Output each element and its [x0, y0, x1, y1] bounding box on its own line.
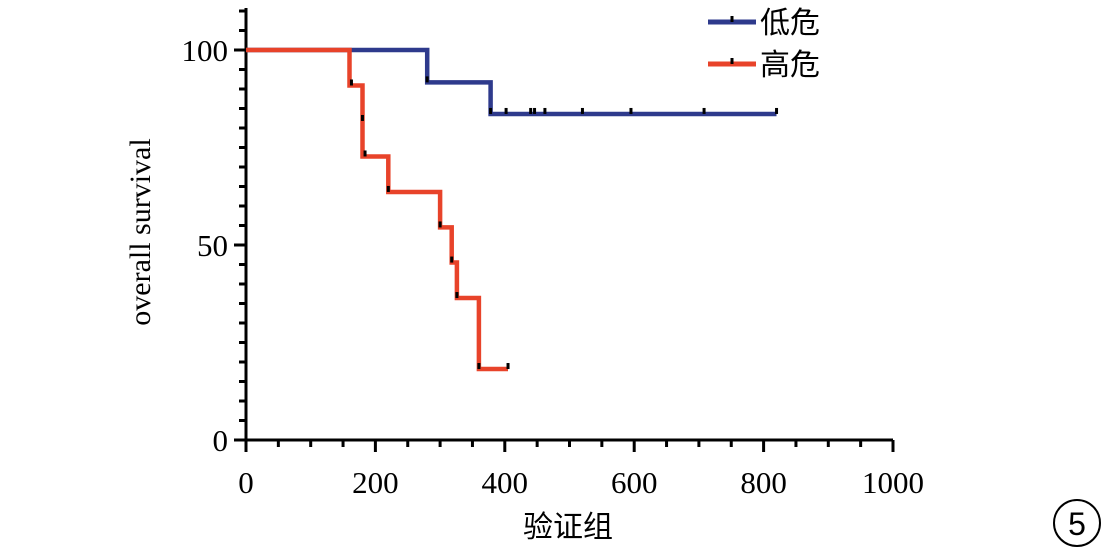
series-layer	[246, 47, 779, 372]
legend-entry: 低危	[708, 7, 820, 40]
x-tick-label: 400	[482, 465, 529, 500]
panel-label-text: 5	[1068, 506, 1086, 542]
x-tick-label: 1000	[862, 465, 924, 500]
y-tick-label: 100	[182, 33, 229, 68]
legend-entry: 高危	[708, 49, 820, 82]
panel-label-circle	[1053, 499, 1101, 547]
y-tick-label: 0	[213, 423, 229, 458]
series-1	[246, 47, 779, 117]
legend-label: 高危	[760, 49, 820, 82]
series-line	[246, 47, 777, 117]
series-line	[246, 47, 508, 372]
legend-label: 低危	[760, 7, 820, 40]
x-tick-label: 800	[740, 465, 787, 500]
x-tick-label: 200	[352, 465, 399, 500]
x-tick-label: 0	[238, 465, 254, 500]
y-tick-label: 50	[197, 228, 228, 263]
panel-label: 5	[1053, 499, 1101, 547]
x-axis-label: 验证组	[523, 511, 613, 544]
series-2	[246, 47, 510, 372]
x-tick-label: 600	[611, 465, 658, 500]
y-axis-label: overall survival	[124, 138, 157, 325]
